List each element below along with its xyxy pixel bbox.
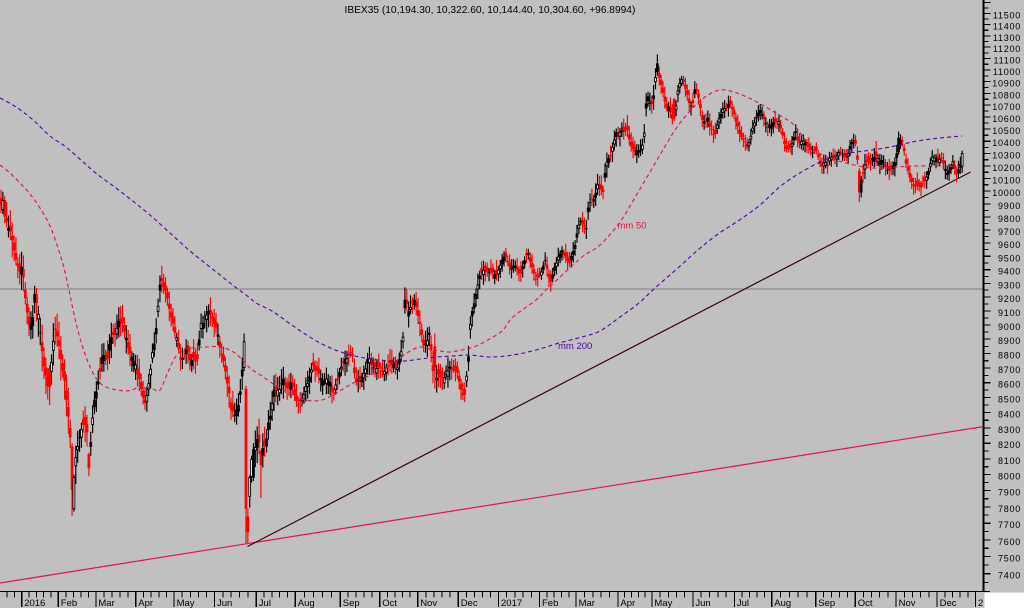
svg-text:9200: 9200 [998, 294, 1021, 304]
svg-text:7500: 7500 [998, 554, 1021, 564]
svg-text:8500: 8500 [998, 395, 1021, 405]
svg-text:10800: 10800 [992, 90, 1021, 100]
svg-text:May: May [654, 598, 672, 608]
svg-text:8200: 8200 [998, 440, 1021, 450]
svg-text:7700: 7700 [998, 520, 1021, 530]
svg-text:9000: 9000 [998, 322, 1021, 332]
svg-text:7800: 7800 [998, 504, 1021, 514]
svg-text:Oct: Oct [858, 598, 873, 608]
svg-text:Sep: Sep [343, 598, 360, 608]
svg-text:8400: 8400 [998, 410, 1021, 420]
svg-text:7400: 7400 [998, 571, 1021, 581]
svg-text:9400: 9400 [998, 267, 1021, 277]
svg-text:8000: 8000 [998, 472, 1021, 482]
svg-text:Dec: Dec [461, 598, 478, 608]
svg-text:7900: 7900 [998, 488, 1021, 498]
svg-text:Sep: Sep [818, 598, 835, 608]
svg-text:11100: 11100 [994, 56, 1021, 66]
svg-text:Apr: Apr [138, 598, 153, 608]
svg-text:Mar: Mar [579, 598, 595, 608]
svg-text:9500: 9500 [998, 253, 1021, 263]
svg-text:Jun: Jun [695, 598, 710, 608]
svg-text:10400: 10400 [992, 138, 1021, 148]
svg-text:11500: 11500 [993, 11, 1021, 21]
svg-text:Aug: Aug [774, 598, 791, 608]
svg-text:2: 2 [978, 598, 983, 608]
svg-text:8800: 8800 [998, 351, 1021, 361]
svg-text:Jul: Jul [259, 598, 271, 608]
svg-text:8700: 8700 [998, 365, 1021, 375]
svg-text:10300: 10300 [992, 151, 1021, 161]
svg-text:Apr: Apr [620, 598, 635, 608]
svg-text:Feb: Feb [542, 598, 558, 608]
svg-text:11300: 11300 [993, 33, 1021, 43]
svg-text:Feb: Feb [61, 598, 77, 608]
svg-text:9700: 9700 [998, 227, 1021, 237]
svg-text:8100: 8100 [998, 456, 1021, 466]
svg-text:May: May [177, 598, 195, 608]
svg-text:Nov: Nov [420, 598, 437, 608]
svg-text:9100: 9100 [998, 308, 1021, 318]
svg-text:Nov: Nov [899, 598, 916, 608]
svg-text:2016: 2016 [24, 598, 45, 608]
svg-text:Jun: Jun [217, 598, 232, 608]
svg-text:9800: 9800 [998, 214, 1021, 224]
svg-text:11200: 11200 [993, 44, 1021, 54]
svg-text:11000: 11000 [993, 67, 1021, 77]
svg-text:10500: 10500 [992, 126, 1021, 136]
svg-text:9300: 9300 [998, 280, 1021, 290]
svg-text:Jul: Jul [737, 598, 749, 608]
svg-text:7600: 7600 [998, 537, 1021, 547]
svg-text:10100: 10100 [992, 175, 1021, 185]
svg-text:10700: 10700 [992, 102, 1021, 112]
svg-text:9600: 9600 [998, 240, 1021, 250]
svg-text:10900: 10900 [992, 79, 1021, 89]
svg-text:9900: 9900 [998, 201, 1021, 211]
svg-text:IBEX35 (10,194.30, 10,322.60,: IBEX35 (10,194.30, 10,322.60, 10,144.40,… [345, 5, 636, 16]
svg-text:Aug: Aug [298, 598, 315, 608]
svg-text:mm 50: mm 50 [618, 221, 647, 232]
svg-text:Mar: Mar [98, 598, 114, 608]
svg-text:8900: 8900 [998, 336, 1021, 346]
svg-text:10200: 10200 [992, 163, 1021, 173]
svg-text:mm 200: mm 200 [558, 341, 592, 352]
svg-text:Oct: Oct [382, 598, 397, 608]
svg-text:10000: 10000 [992, 188, 1021, 198]
svg-text:2017: 2017 [501, 598, 522, 608]
svg-text:11400: 11400 [993, 22, 1021, 32]
svg-text:10600: 10600 [992, 114, 1021, 124]
svg-text:8300: 8300 [998, 425, 1021, 435]
svg-text:Dec: Dec [940, 598, 957, 608]
svg-text:8600: 8600 [998, 380, 1021, 390]
